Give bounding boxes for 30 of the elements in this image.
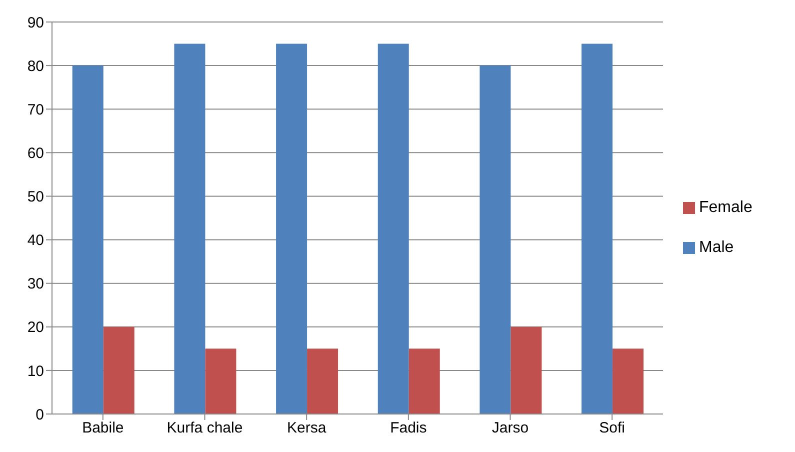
y-tick-label: 70	[27, 101, 44, 118]
y-tick-label: 90	[27, 14, 44, 32]
y-tick-label: 0	[36, 406, 44, 424]
x-tick-label: Kurfa chale	[166, 420, 243, 437]
x-tick-label: Fadis	[390, 420, 427, 437]
legend-label: Male	[699, 239, 734, 256]
y-tick-label: 50	[27, 188, 44, 206]
y-tick-label: 80	[27, 58, 44, 75]
y-tick-label: 30	[27, 276, 44, 293]
y-tick-label: 20	[27, 319, 44, 336]
bar	[612, 348, 644, 414]
y-tick-label: 10	[27, 362, 44, 380]
legend-label: Female	[699, 199, 752, 216]
bar	[582, 44, 613, 414]
y-tick-label: 40	[27, 232, 44, 250]
bar	[378, 44, 409, 414]
bar	[103, 326, 134, 414]
x-tick-label: Kersa	[286, 420, 327, 437]
bar	[510, 326, 542, 414]
bar	[480, 66, 511, 414]
bar	[205, 348, 236, 414]
bar	[174, 44, 206, 414]
bar	[408, 348, 440, 414]
x-tick-label: Sofi	[599, 420, 626, 437]
bar	[72, 66, 104, 414]
y-tick-label: 60	[27, 144, 44, 162]
bar	[276, 44, 308, 414]
x-tick-label: Babile	[82, 420, 124, 437]
x-tick-label: Jarso	[492, 420, 529, 437]
bar	[307, 348, 338, 414]
